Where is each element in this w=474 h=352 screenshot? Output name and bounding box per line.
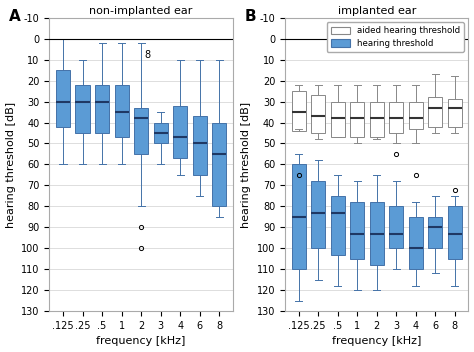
PathPatch shape [448, 206, 462, 259]
PathPatch shape [212, 122, 226, 206]
Y-axis label: hearing threshold [dB]: hearing threshold [dB] [6, 101, 16, 227]
PathPatch shape [331, 196, 345, 254]
PathPatch shape [292, 91, 306, 131]
PathPatch shape [350, 202, 364, 259]
PathPatch shape [409, 102, 423, 129]
PathPatch shape [311, 95, 325, 133]
PathPatch shape [370, 102, 384, 137]
PathPatch shape [389, 206, 403, 248]
PathPatch shape [75, 85, 90, 133]
X-axis label: frequency [kHz]: frequency [kHz] [96, 337, 186, 346]
PathPatch shape [154, 122, 168, 144]
PathPatch shape [192, 116, 207, 175]
Y-axis label: hearing threshold [dB]: hearing threshold [dB] [241, 101, 251, 227]
Title: implanted ear: implanted ear [337, 6, 416, 15]
Title: non-implanted ear: non-implanted ear [90, 6, 193, 15]
PathPatch shape [409, 217, 423, 269]
PathPatch shape [370, 202, 384, 265]
PathPatch shape [448, 100, 462, 127]
PathPatch shape [428, 217, 442, 248]
PathPatch shape [173, 106, 187, 158]
X-axis label: frequency [kHz]: frequency [kHz] [332, 337, 421, 346]
PathPatch shape [95, 85, 109, 133]
PathPatch shape [292, 164, 306, 269]
Text: 8: 8 [144, 50, 150, 61]
PathPatch shape [350, 102, 364, 137]
PathPatch shape [56, 70, 70, 127]
PathPatch shape [428, 98, 442, 127]
PathPatch shape [389, 102, 403, 133]
PathPatch shape [134, 108, 148, 154]
Text: A: A [9, 9, 21, 24]
PathPatch shape [115, 85, 128, 137]
PathPatch shape [331, 102, 345, 137]
PathPatch shape [311, 181, 325, 248]
Legend: aided hearing threshold, hearing threshold: aided hearing threshold, hearing thresho… [327, 22, 464, 52]
Text: B: B [245, 9, 256, 24]
